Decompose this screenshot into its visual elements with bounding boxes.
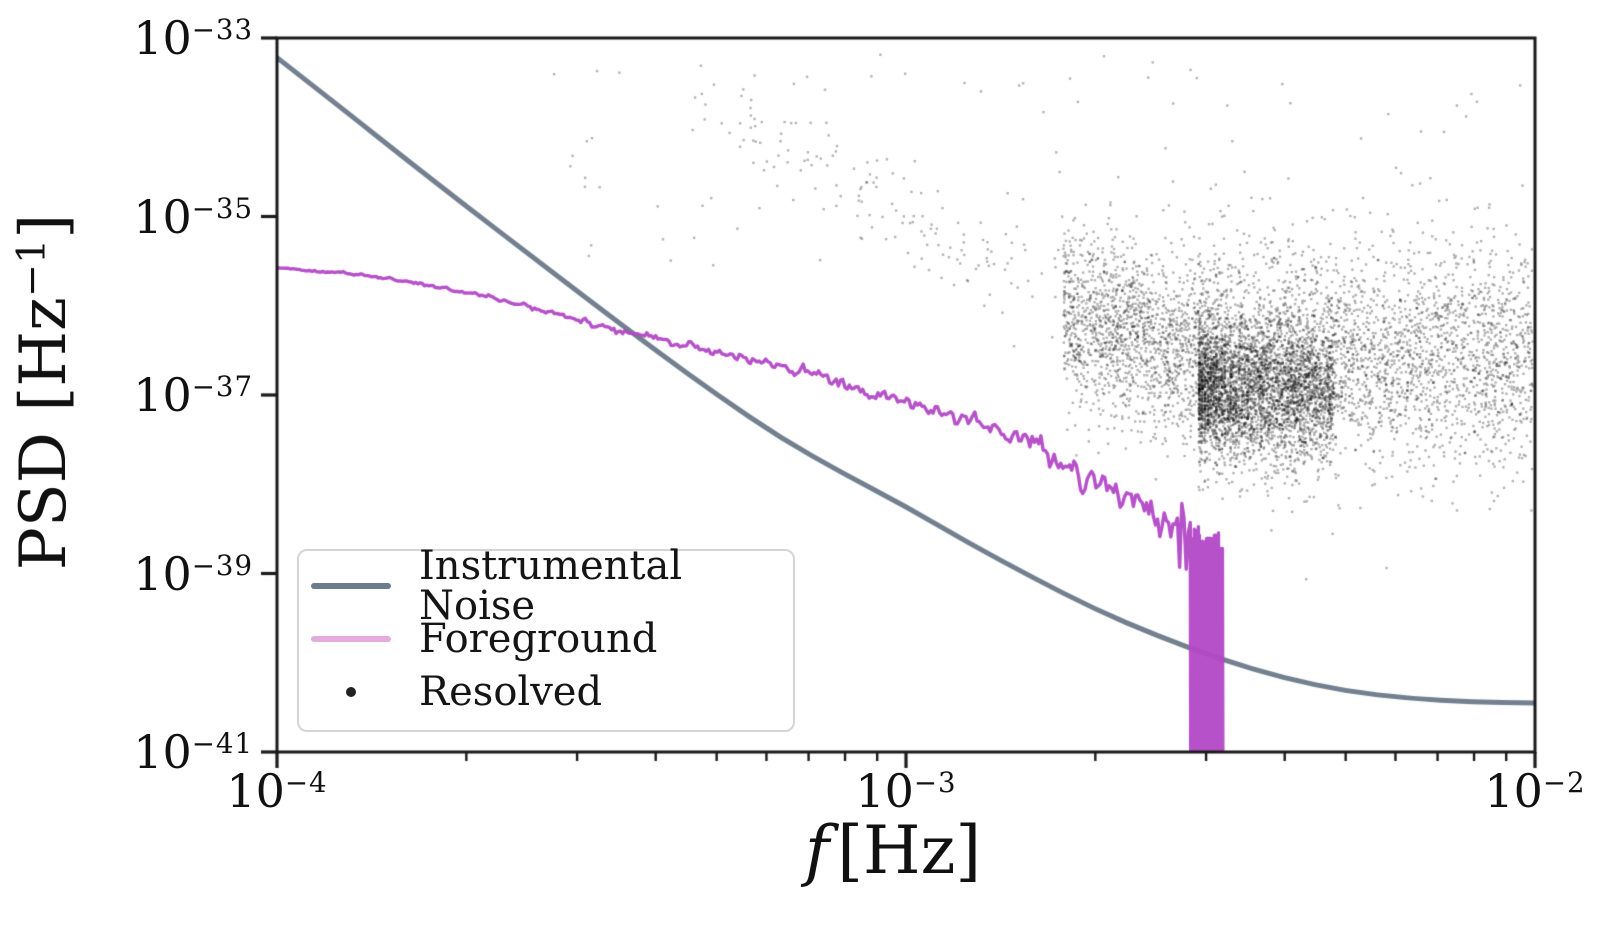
foreground-line-swatch [311,635,391,642]
legend-label: Resolved [419,668,603,715]
legend: Instrumental Noise Foreground Resolved [297,546,795,732]
legend-item-resolved: Resolved [309,665,793,718]
x-tick-label: 10−4 [226,764,328,818]
y-axis-label-close: ] [7,213,81,239]
x-axis-label: f [Hz] [805,818,981,884]
resolved-dot-swatch [346,686,356,697]
legend-label: Foreground [419,615,658,662]
x-axis-label-variable: f [804,812,830,889]
x-tick-label: 10−3 [855,764,957,818]
legend-handle [309,635,393,642]
instrumental-noise-line-swatch [311,582,391,589]
y-axis-label: PSD [Hz−1] [7,214,81,571]
legend-item-instrumental-noise: Instrumental Noise [309,546,793,626]
y-tick-label: 10−33 [133,11,253,65]
legend-handle [309,686,393,697]
y-tick-label: 10−41 [133,725,253,779]
y-tick-label: 10−37 [133,368,253,422]
y-axis-label-text: PSD [Hz [7,297,81,571]
y-tick-label: 10−39 [133,546,253,601]
y-axis-label-exponent: −1 [9,238,56,298]
y-tick-label: 10−35 [133,189,253,244]
legend-handle [309,582,393,589]
legend-label: Instrumental Noise [419,542,683,629]
legend-item-foreground: Foreground [309,612,793,665]
x-axis-label-units: [Hz] [837,812,982,889]
x-tick-label: 10−2 [1484,764,1586,818]
